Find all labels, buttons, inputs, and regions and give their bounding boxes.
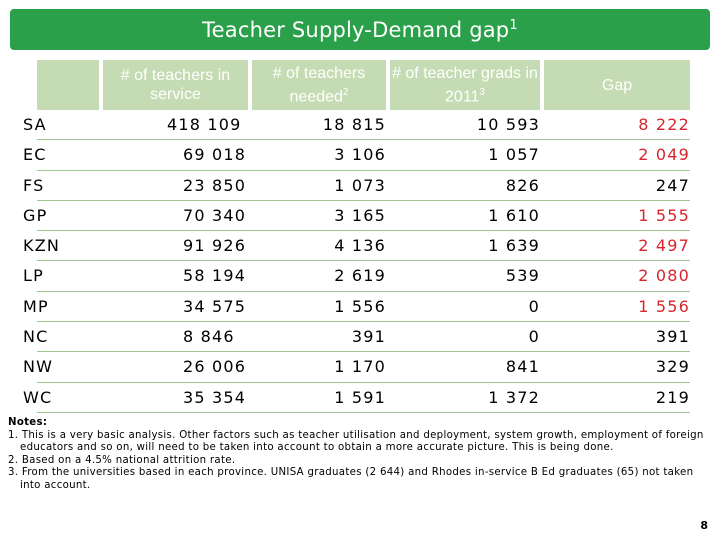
note-1: 1. This is a very basic analysis. Other …: [8, 429, 704, 454]
cell-grads: 0: [528, 296, 540, 316]
cell-gap: 8 222: [638, 115, 690, 134]
header-grads-label: # of teacher grads in 20113: [390, 64, 540, 106]
header-gap: Gap: [544, 60, 690, 110]
cell-province: NW: [23, 357, 54, 377]
cell-province: SA: [23, 115, 47, 134]
table-row: FS 23 850 1 073 826 247: [23, 171, 690, 201]
header-needed-label: # of teachers needed2: [252, 64, 386, 106]
cell-in-service: 26 006: [183, 357, 247, 377]
cell-needed: 1 170: [334, 357, 386, 377]
table-row: NW 26 006 1 170 841 329: [23, 352, 690, 383]
cell-in-service: 8 846: [183, 327, 235, 347]
slide-title: Teacher Supply-Demand gap1: [202, 18, 518, 42]
cell-gap: 1 555: [638, 205, 690, 225]
cell-gap: 247: [655, 175, 690, 195]
cell-in-service: 91 926: [183, 236, 247, 256]
cell-in-service: 418 109: [167, 115, 242, 134]
table-row: KZN 91 926 4 136 1 639 2 497: [23, 231, 690, 262]
cell-grads: 1 610: [488, 205, 540, 225]
slide-title-footnote-mark: 1: [509, 17, 518, 33]
cell-in-service: 70 340: [183, 205, 247, 225]
cell-grads: 826: [505, 175, 540, 195]
table-row: SA 418 109 18 815 10 593 8 222: [23, 110, 690, 141]
cell-grads: 1 639: [488, 236, 540, 256]
table-body: SA 418 109 18 815 10 593 8 222 EC 69 018 3 106 1…: [23, 110, 690, 413]
cell-needed: 1 073: [334, 175, 386, 195]
cell-grads: 1 057: [488, 145, 540, 165]
header-grads: # of teacher grads in 20113: [390, 60, 540, 110]
cell-in-service: 34 575: [183, 296, 247, 316]
note-3: 3. From the universities based in each p…: [8, 467, 694, 491]
header-needed: # of teachers needed2: [252, 60, 386, 110]
cell-needed: 3 106: [334, 145, 386, 165]
header-gap-label: Gap: [601, 76, 633, 94]
supply-demand-table: # of teachers in service # of teachers n…: [23, 60, 690, 413]
slide-title-bar: Teacher Supply-Demand gap1: [10, 9, 710, 50]
cell-gap: 391: [655, 327, 690, 347]
cell-needed: 18 815: [322, 115, 386, 134]
cell-province: KZN: [23, 236, 61, 256]
cell-needed: 4 136: [334, 236, 386, 256]
table-row: EC 69 018 3 106 1 057 2 049: [23, 140, 690, 171]
cell-province: WC: [23, 387, 53, 407]
table-row: LP 58 194 2 619 539 2 080: [23, 261, 690, 292]
header-grads-sup: 3: [479, 86, 485, 98]
cell-in-service: 23 850: [183, 175, 247, 195]
cell-gap: 219: [655, 387, 690, 407]
page-number: 8: [700, 519, 708, 532]
cell-needed: 1 591: [334, 387, 386, 407]
cell-province: MP: [23, 296, 49, 316]
header-needed-text: # of teachers needed: [272, 64, 366, 106]
cell-in-service: 35 354: [183, 387, 247, 407]
slide-title-text: Teacher Supply-Demand gap: [202, 17, 510, 42]
cell-in-service: 69 018: [183, 145, 247, 165]
cell-province: FS: [23, 175, 45, 195]
table-header-row: # of teachers in service # of teachers n…: [37, 60, 690, 110]
cell-grads: 1 372: [488, 387, 540, 407]
cell-gap: 2 049: [638, 145, 690, 165]
cell-gap: 329: [655, 357, 690, 377]
header-needed-sup: 2: [342, 86, 349, 98]
cell-grads: 539: [505, 266, 540, 286]
notes-block: Notes: 1. This is a very basic analysis.…: [8, 417, 714, 493]
cell-province: EC: [23, 145, 47, 165]
cell-province: NC: [23, 327, 49, 347]
cell-needed: 1 556: [334, 296, 386, 316]
cell-province: LP: [23, 266, 44, 286]
header-in-service-label: # of teachers in service: [120, 67, 231, 103]
note-2: 2. Based on a 4.5% national attrition ra…: [8, 454, 236, 466]
cell-grads: 0: [528, 327, 540, 347]
table-row: GP 70 340 3 165 1 610 1 555: [23, 201, 690, 232]
cell-grads: 841: [505, 357, 540, 377]
header-province: [37, 60, 99, 110]
table-row: WC 35 354 1 591 1 372 219: [23, 383, 690, 413]
cell-needed: 391: [351, 327, 386, 347]
table-row: MP 34 575 1 556 0 1 556: [23, 292, 690, 323]
header-in-service: # of teachers in service: [103, 60, 248, 110]
table-row: NC 8 846 391 0 391: [23, 322, 690, 353]
notes-heading: Notes:: [8, 417, 48, 428]
cell-grads: 10 593: [476, 115, 540, 134]
cell-in-service: 58 194: [183, 266, 247, 286]
cell-needed: 3 165: [334, 205, 386, 225]
cell-needed: 2 619: [334, 266, 386, 286]
header-grads-text: # of teacher grads in 2011: [392, 64, 538, 106]
cell-province: GP: [23, 205, 48, 225]
cell-gap: 2 080: [638, 266, 690, 286]
cell-gap: 2 497: [638, 236, 690, 256]
cell-gap: 1 556: [638, 296, 690, 316]
